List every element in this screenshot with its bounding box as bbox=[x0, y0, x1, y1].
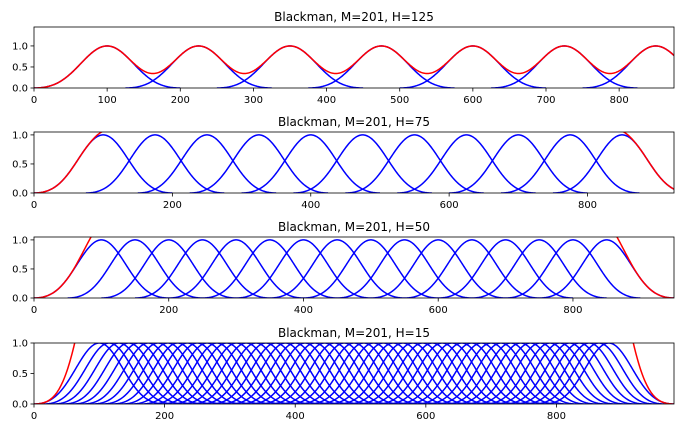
subplot-4-window-47 bbox=[484, 343, 616, 404]
subplot-1-ytick-label: 0.0 bbox=[12, 84, 28, 95]
subplot-2-window-9 bbox=[449, 134, 588, 193]
subplot-2-title: Blackman, M=201, H=75 bbox=[278, 115, 430, 129]
subplot-4-window-53 bbox=[543, 343, 674, 404]
subplot-2-xtick-label: 200 bbox=[163, 200, 182, 211]
subplot-4-window-48 bbox=[494, 343, 626, 404]
subplot-3-window-9 bbox=[303, 239, 439, 298]
subplot-4-xtick-label: 400 bbox=[286, 411, 305, 422]
subplot-1-xtick-label: 800 bbox=[610, 95, 629, 106]
subplot-3-window-11 bbox=[370, 239, 506, 298]
subplot-2-ytick-label: 0.5 bbox=[12, 159, 28, 170]
subplot-1-ytick-label: 1.0 bbox=[12, 41, 28, 52]
subplot-1-window-3 bbox=[216, 45, 364, 88]
subplot-2: Blackman, M=201, H=75 0 200 400 600 800 0.0 0.… bbox=[12, 115, 675, 211]
subplot-3-xtick-label: 800 bbox=[563, 305, 582, 316]
subplot-1-ytick-label: 0.5 bbox=[12, 62, 28, 73]
subplot-3-xtick-label: 600 bbox=[429, 305, 448, 316]
subplot-3-window-5 bbox=[168, 239, 304, 298]
subplot-1-xtick-label: 400 bbox=[317, 95, 336, 106]
subplot-2-window-6 bbox=[293, 134, 432, 193]
subplot-2-window-4 bbox=[189, 134, 329, 193]
subplot-3: Blackman, M=201, H=50 0 200 400 600 800 0.0 0.… bbox=[12, 220, 675, 316]
subplot-2-window-2 bbox=[85, 134, 225, 193]
subplot-4-window-46 bbox=[474, 343, 606, 404]
subplot-1-window-7 bbox=[582, 45, 674, 88]
subplot-3-window-13 bbox=[438, 239, 573, 298]
subplot-1-window-sum bbox=[34, 45, 674, 88]
subplot-3-axes-frame bbox=[33, 236, 675, 299]
subplot-2-xtick-label: 800 bbox=[578, 200, 597, 211]
subplot-1: Blackman, M=201, H=125 0 100 200 300 400 500 6… bbox=[12, 10, 675, 106]
subplot-2-ytick-label: 0.0 bbox=[12, 189, 28, 200]
subplot-2-xtick-label: 0 bbox=[31, 200, 37, 211]
subplot-4: Blackman, M=201, H=15 0 200 400 600 800 0.0 0.… bbox=[12, 326, 675, 422]
subplot-1-axes-frame bbox=[33, 26, 675, 89]
subplot-1-xtick-label: 600 bbox=[463, 95, 482, 106]
subplot-3-ytick-label: 1.0 bbox=[12, 235, 28, 246]
subplot-4-window-50 bbox=[513, 343, 645, 404]
subplot-3-window-12 bbox=[404, 239, 540, 298]
subplot-3-xtick-label: 200 bbox=[159, 305, 178, 316]
subplot-2-window-1 bbox=[34, 134, 173, 193]
subplot-3-window-8 bbox=[269, 239, 405, 298]
subplot-2-plot-area bbox=[34, 132, 674, 193]
subplot-3-window-14 bbox=[471, 239, 607, 298]
subplot-1-window-1 bbox=[34, 45, 181, 88]
subplot-3-window-4 bbox=[135, 239, 270, 298]
subplot-4-window-52 bbox=[533, 343, 665, 404]
subplot-2-window-3 bbox=[137, 134, 277, 193]
subplot-1-window-6 bbox=[491, 45, 638, 88]
subplot-2-axes-frame bbox=[33, 131, 675, 194]
subplot-3-window-6 bbox=[202, 239, 338, 298]
subplot-1-plot-area bbox=[34, 45, 674, 88]
subplot-2-window-8 bbox=[397, 134, 536, 193]
subplot-3-ytick-label: 0.5 bbox=[12, 264, 28, 275]
subplot-3-window-15 bbox=[505, 239, 641, 298]
subplot-3-xtick-label: 0 bbox=[31, 305, 37, 316]
subplot-1-window-4 bbox=[308, 45, 455, 88]
subplot-4-xtick-label: 600 bbox=[416, 411, 435, 422]
subplot-3-window-2 bbox=[67, 239, 203, 298]
subplot-2-ytick-label: 1.0 bbox=[12, 130, 28, 141]
subplot-1-xtick-label: 500 bbox=[390, 95, 409, 106]
subplot-3-title: Blackman, M=201, H=50 bbox=[278, 220, 430, 234]
subplot-4-window-51 bbox=[523, 343, 655, 404]
subplot-4-axes-frame bbox=[33, 342, 675, 405]
subplot-4-xtick-label: 200 bbox=[155, 411, 174, 422]
subplot-2-window-7 bbox=[345, 134, 484, 193]
subplot-4-title: Blackman, M=201, H=15 bbox=[278, 326, 430, 340]
subplot-1-window-5 bbox=[399, 45, 546, 88]
subplot-4-ytick-label: 0.5 bbox=[12, 369, 28, 380]
subplot-1-window-2 bbox=[125, 45, 272, 88]
subplot-3-window-10 bbox=[337, 239, 472, 298]
subplot-2-window-5 bbox=[241, 134, 380, 193]
subplot-4-window-45 bbox=[465, 343, 596, 404]
subplot-4-xtick-label: 0 bbox=[31, 411, 37, 422]
subplot-1-xtick-label: 100 bbox=[98, 95, 117, 106]
subplot-3-plot-area bbox=[34, 237, 674, 298]
subplot-1-xtick-label: 0 bbox=[31, 95, 37, 106]
subplot-2-xtick-label: 400 bbox=[301, 200, 320, 211]
subplot-2-window-10 bbox=[501, 134, 640, 193]
subplot-1-xtick-label: 700 bbox=[536, 95, 555, 106]
subplot-3-window-sum bbox=[34, 237, 674, 298]
subplot-4-ytick-label: 0.0 bbox=[12, 400, 28, 411]
subplot-3-window-7 bbox=[236, 239, 371, 298]
subplot-4-xtick-label: 800 bbox=[547, 411, 566, 422]
subplot-2-xtick-label: 600 bbox=[440, 200, 459, 211]
subplot-4-ytick-label: 1.0 bbox=[12, 339, 28, 350]
subplot-1-title: Blackman, M=201, H=125 bbox=[274, 10, 434, 24]
subplot-2-window-11 bbox=[552, 134, 674, 193]
subplot-4-window-49 bbox=[504, 343, 635, 404]
subplot-1-xtick-label: 300 bbox=[244, 95, 263, 106]
subplot-4-plot-area bbox=[34, 343, 674, 404]
subplot-1-xtick-label: 200 bbox=[171, 95, 190, 106]
subplot-3-ytick-label: 0.0 bbox=[12, 294, 28, 305]
subplot-3-xtick-label: 400 bbox=[294, 305, 313, 316]
subplot-3-window-3 bbox=[101, 239, 237, 298]
